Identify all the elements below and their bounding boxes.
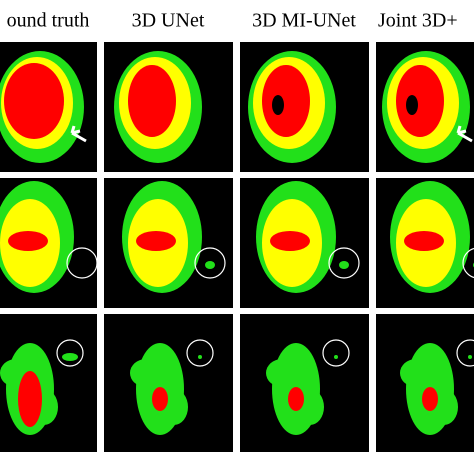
necrotic-region [422,387,438,411]
necrotic-region [152,387,168,411]
column-title: 3D UNet [132,10,205,32]
segmentation [248,51,336,163]
highlight-circle [322,339,350,367]
segmentation [122,181,215,293]
edema-lobe [130,359,162,387]
column-title: ound truth [7,10,90,32]
highlight-circle [194,247,226,279]
necrotic-region [396,65,444,137]
segmentation [390,181,474,293]
column-title: Joint 3D+ [378,10,458,32]
edema-lobe [400,359,432,387]
necrotic-region [270,231,310,251]
necrotic-region [4,63,64,139]
necrotic-region [262,65,310,137]
necrotic-region [8,231,48,251]
small-lesion [62,353,78,361]
segmentation [114,51,202,163]
necrotic-region [404,231,444,251]
necrotic-region [136,231,176,251]
column-title: 3D MI-UNet [252,10,356,32]
small-lesion [198,355,202,359]
highlight-circle [66,247,98,279]
highlight-circle [186,339,214,367]
highlight-circle [328,247,360,279]
arrow [70,125,87,143]
necrotic-region [288,387,304,411]
highlight-circle [462,247,474,279]
small-lesion [334,355,338,359]
highlight-circle [456,339,474,367]
segmentation [266,343,338,435]
false-positive [339,261,349,269]
necrotic-region [128,65,176,137]
highlight-circle [56,339,84,367]
segmentation [0,343,78,435]
edema-lobe [266,359,298,387]
segmentation [382,51,470,163]
segmentation [0,51,84,163]
segmentation [0,181,74,293]
dark-spot [406,95,418,115]
necrotic-region [18,371,42,427]
segmentation [256,181,349,293]
segmentation [130,343,202,435]
small-lesion [468,355,472,359]
arrow [456,125,473,143]
dark-spot [272,95,284,115]
segmentation [400,343,472,435]
false-positive [205,261,215,269]
